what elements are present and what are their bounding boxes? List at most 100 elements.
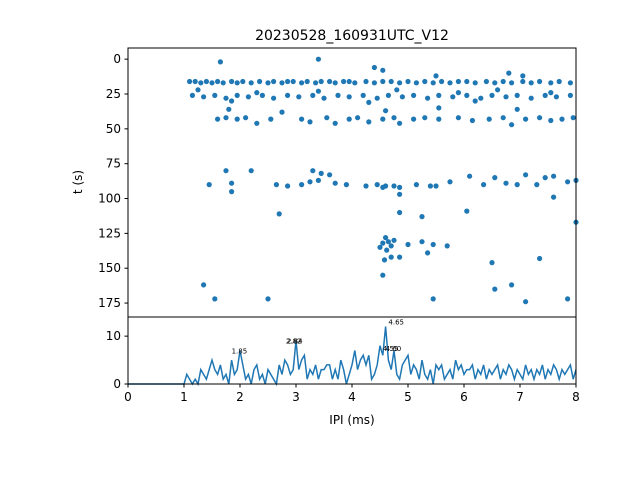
scatter-point	[313, 80, 319, 86]
scatter-point	[433, 183, 439, 189]
scatter-point	[380, 272, 386, 278]
y-tick-label: 0	[113, 52, 121, 66]
scatter-point	[391, 183, 397, 189]
scatter-point	[570, 115, 576, 121]
scatter-point	[285, 183, 291, 189]
scatter-point	[215, 116, 221, 122]
scatter-point	[248, 168, 254, 174]
scatter-point	[380, 184, 386, 190]
scatter-point	[537, 78, 543, 85]
scatter-point	[321, 95, 327, 101]
scatter-point	[332, 120, 338, 126]
scatter-point	[304, 78, 310, 85]
scatter-point	[226, 106, 232, 112]
scatter-point	[234, 80, 240, 86]
scatter-point	[489, 92, 495, 98]
scatter-point	[341, 78, 347, 85]
scatter-point	[430, 241, 436, 248]
scatter-point	[229, 98, 235, 104]
scatter-point	[259, 92, 265, 98]
scatter-point	[509, 122, 515, 128]
scatter-point	[187, 78, 193, 85]
scatter-point	[268, 116, 274, 122]
y-tick-label: 100	[98, 192, 121, 206]
scatter-point	[520, 73, 526, 79]
scatter-point	[285, 92, 291, 98]
scatter-point	[223, 95, 229, 101]
scatter-point	[455, 90, 461, 96]
x-tick-label: 5	[404, 390, 412, 404]
scatter-point	[464, 92, 470, 98]
scatter-point	[380, 116, 386, 122]
scatter-point	[397, 120, 403, 126]
scatter-point	[206, 182, 212, 188]
scatter-point	[363, 183, 369, 189]
scatter-point	[381, 257, 388, 263]
scatter-point	[444, 243, 450, 249]
scatter-point	[265, 80, 271, 86]
scatter-point	[514, 182, 520, 188]
scatter-point	[223, 168, 229, 174]
scatter-point	[332, 180, 338, 186]
scatter-point	[377, 244, 383, 250]
y-tick-label: 125	[98, 226, 121, 240]
scatter-point	[366, 99, 372, 105]
scatter-point	[279, 109, 285, 115]
scatter-point	[299, 116, 305, 122]
x-tick-label: 4	[348, 390, 356, 404]
scatter-point	[324, 115, 330, 121]
scatter-point	[548, 90, 554, 96]
scatter-point	[439, 78, 445, 85]
scatter-point	[523, 172, 529, 178]
scatter-point	[489, 260, 495, 266]
scatter-point	[383, 235, 389, 241]
y-tick-label: 10	[106, 329, 121, 343]
scatter-point	[371, 64, 377, 71]
scatter-point	[271, 78, 277, 85]
scatter-point	[464, 78, 470, 85]
scatter-point	[234, 92, 240, 98]
x-tick-label: 6	[460, 390, 468, 404]
scatter-y-axis-label: t (s)	[71, 170, 85, 194]
scatter-point	[195, 87, 201, 93]
scatter-point	[335, 92, 341, 98]
scatter-point	[192, 78, 198, 85]
scatter-point	[346, 94, 352, 100]
scatter-point	[388, 243, 394, 249]
scatter-point	[478, 95, 484, 101]
scatter-point	[492, 175, 498, 181]
scatter-point	[411, 92, 417, 98]
scatter-point	[240, 78, 246, 85]
x-tick-label: 3	[292, 390, 300, 404]
peak-label: 1.85	[232, 347, 248, 355]
scatter-point	[506, 70, 512, 76]
scatter-point	[315, 88, 321, 94]
scatter-point	[528, 95, 534, 101]
scatter-point	[201, 94, 207, 100]
scatter-point	[201, 282, 207, 288]
x-tick-label: 1	[180, 390, 188, 404]
scatter-point	[285, 78, 291, 85]
scatter-point	[229, 78, 235, 85]
scatter-point	[363, 78, 369, 85]
peak-label: 4.60	[386, 345, 402, 353]
scatter-point	[203, 78, 209, 85]
peak-label: 4.55	[383, 345, 399, 353]
scatter-point	[212, 296, 218, 302]
histogram-x-ticks: 0 1 2 3 4 5 6 7 8	[124, 384, 580, 404]
scatter-point	[567, 80, 574, 86]
scatter-point	[548, 80, 554, 86]
histogram-y-ticks: 0 10	[106, 329, 128, 391]
scatter-point	[422, 115, 428, 121]
scatter-point	[310, 168, 316, 174]
scatter-point	[565, 296, 571, 302]
scatter-point	[318, 170, 324, 176]
scatter-point	[455, 78, 461, 85]
y-tick-label: 0	[113, 377, 121, 391]
scatter-point	[436, 105, 442, 111]
scatter-point	[245, 94, 251, 100]
scatter-point	[394, 87, 400, 93]
scatter-point	[346, 116, 352, 122]
histogram-frame	[127, 316, 577, 385]
scatter-point	[229, 189, 235, 195]
